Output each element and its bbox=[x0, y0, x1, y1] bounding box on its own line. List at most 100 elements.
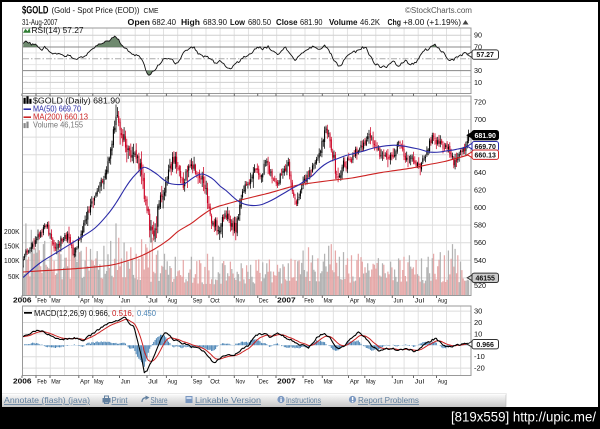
svg-text:Apr: Apr bbox=[350, 298, 360, 305]
svg-text:Mar: Mar bbox=[324, 379, 334, 386]
svg-text:30: 30 bbox=[474, 66, 482, 75]
svg-text:Mar: Mar bbox=[51, 298, 61, 305]
svg-text:Low: Low bbox=[230, 18, 246, 27]
svg-text:57.27: 57.27 bbox=[476, 52, 494, 59]
svg-text:CME: CME bbox=[144, 6, 159, 15]
svg-text:Chg: Chg bbox=[388, 18, 402, 27]
svg-text:Open: Open bbox=[128, 18, 151, 27]
svg-text:100K: 100K bbox=[4, 258, 20, 265]
svg-text:Share: Share bbox=[151, 395, 168, 405]
svg-text:May: May bbox=[94, 379, 104, 386]
svg-text:Oct: Oct bbox=[210, 379, 220, 386]
svg-text:[819x559] http://upic.me/: [819x559] http://upic.me/ bbox=[451, 410, 596, 425]
svg-text:Aug: Aug bbox=[168, 298, 178, 305]
svg-text:580: 580 bbox=[474, 221, 486, 230]
svg-text:$GOLD (Daily) 681.90: $GOLD (Daily) 681.90 bbox=[33, 97, 121, 106]
svg-text:Jul: Jul bbox=[415, 379, 425, 386]
svg-text:RSI(14) 57.27: RSI(14) 57.27 bbox=[32, 26, 85, 35]
svg-text:Jul: Jul bbox=[148, 298, 158, 305]
svg-text:2006: 2006 bbox=[13, 379, 32, 386]
svg-text:Sep: Sep bbox=[193, 298, 203, 305]
svg-text:30: 30 bbox=[474, 307, 482, 316]
svg-text:Jul: Jul bbox=[415, 298, 425, 305]
svg-text:May: May bbox=[366, 379, 376, 386]
svg-text:MA(200) 660.13: MA(200) 660.13 bbox=[33, 113, 89, 122]
svg-text:Jun: Jun bbox=[121, 379, 131, 386]
svg-text:$GOLD: $GOLD bbox=[22, 5, 49, 17]
svg-text:Annotate (flash) (java): Annotate (flash) (java) bbox=[4, 395, 90, 405]
svg-text:Nov: Nov bbox=[236, 298, 246, 305]
svg-text:©StockCharts.com: ©StockCharts.com bbox=[405, 6, 472, 15]
svg-text:Jun: Jun bbox=[394, 379, 404, 386]
svg-text:Report Problems: Report Problems bbox=[358, 395, 419, 405]
svg-text:660.13: 660.13 bbox=[474, 152, 496, 159]
svg-text:20: 20 bbox=[474, 318, 482, 327]
svg-text:Nov: Nov bbox=[236, 379, 246, 386]
svg-text:May: May bbox=[94, 298, 104, 305]
svg-text:46155: 46155 bbox=[475, 275, 495, 282]
svg-text:-10: -10 bbox=[474, 352, 485, 361]
svg-text:150K: 150K bbox=[4, 244, 20, 251]
svg-text:Jun: Jun bbox=[121, 298, 131, 305]
svg-text:Feb: Feb bbox=[304, 298, 314, 305]
svg-text:Print: Print bbox=[112, 395, 129, 405]
svg-text:46.2K: 46.2K bbox=[360, 18, 381, 27]
svg-text:Linkable Version: Linkable Version bbox=[195, 395, 261, 405]
svg-text:0.966: 0.966 bbox=[476, 342, 494, 349]
svg-text:Instructions: Instructions bbox=[286, 395, 321, 405]
svg-text:MA(50) 669.70: MA(50) 669.70 bbox=[33, 105, 81, 114]
svg-text:Oct: Oct bbox=[210, 298, 220, 305]
svg-text:682.40: 682.40 bbox=[152, 18, 177, 27]
svg-text:-20: -20 bbox=[474, 364, 485, 373]
svg-text:600: 600 bbox=[474, 203, 486, 212]
svg-text:10: 10 bbox=[474, 78, 482, 87]
svg-text:Aug: Aug bbox=[168, 379, 178, 386]
svg-text:720: 720 bbox=[474, 97, 486, 106]
svg-text:50K: 50K bbox=[8, 274, 20, 281]
svg-text:Apr: Apr bbox=[80, 298, 90, 305]
svg-text:Sep: Sep bbox=[193, 379, 203, 386]
svg-text:Jun: Jun bbox=[394, 298, 404, 305]
svg-text:2007: 2007 bbox=[277, 298, 296, 305]
svg-text:(Gold - Spot Price (EOD)): (Gold - Spot Price (EOD)) bbox=[52, 5, 140, 15]
svg-text:May: May bbox=[366, 298, 376, 305]
svg-text:620: 620 bbox=[474, 185, 486, 194]
svg-text:Apr: Apr bbox=[80, 379, 90, 386]
svg-text:Volume 46,155: Volume 46,155 bbox=[33, 121, 84, 130]
svg-text:2007: 2007 bbox=[277, 379, 296, 386]
svg-text:10: 10 bbox=[474, 329, 482, 338]
svg-text:681.90: 681.90 bbox=[474, 133, 496, 140]
svg-text:0.516,: 0.516, bbox=[112, 309, 134, 318]
svg-text:Volume: Volume bbox=[329, 18, 358, 27]
svg-text:200K: 200K bbox=[4, 229, 20, 236]
svg-text:Feb: Feb bbox=[304, 379, 314, 386]
svg-text:680.50: 680.50 bbox=[248, 18, 272, 27]
svg-text:Mar: Mar bbox=[51, 379, 61, 386]
svg-text:Apr: Apr bbox=[350, 379, 360, 386]
svg-text:Jul: Jul bbox=[148, 379, 158, 386]
svg-text:Feb: Feb bbox=[37, 379, 47, 386]
svg-text:90: 90 bbox=[474, 31, 482, 40]
svg-text:High: High bbox=[181, 18, 200, 27]
svg-text:Aug: Aug bbox=[438, 298, 448, 305]
svg-text:31-Aug-2007: 31-Aug-2007 bbox=[22, 18, 58, 27]
svg-text:640: 640 bbox=[474, 168, 486, 177]
svg-text:Mar: Mar bbox=[324, 298, 334, 305]
svg-text:0.450: 0.450 bbox=[137, 309, 157, 318]
svg-text:Aug: Aug bbox=[438, 379, 448, 386]
svg-text:Dec: Dec bbox=[259, 298, 269, 305]
svg-text:+8.00 (+1.19%): +8.00 (+1.19%) bbox=[403, 18, 461, 27]
svg-text:MACD(12,26,9) 0.966,: MACD(12,26,9) 0.966, bbox=[34, 309, 110, 318]
svg-text:Feb: Feb bbox=[37, 298, 47, 305]
svg-text:2006: 2006 bbox=[13, 298, 32, 305]
svg-text:700: 700 bbox=[474, 115, 486, 124]
svg-text:560: 560 bbox=[474, 238, 486, 247]
svg-text:683.90: 683.90 bbox=[203, 18, 228, 27]
svg-text:70: 70 bbox=[474, 43, 482, 52]
svg-text:Dec: Dec bbox=[259, 379, 269, 386]
svg-text:681.90: 681.90 bbox=[300, 18, 323, 27]
svg-text:669.70: 669.70 bbox=[474, 144, 496, 151]
svg-text:540: 540 bbox=[474, 256, 486, 265]
svg-text:Close: Close bbox=[276, 18, 298, 27]
svg-text:520: 520 bbox=[474, 281, 486, 290]
